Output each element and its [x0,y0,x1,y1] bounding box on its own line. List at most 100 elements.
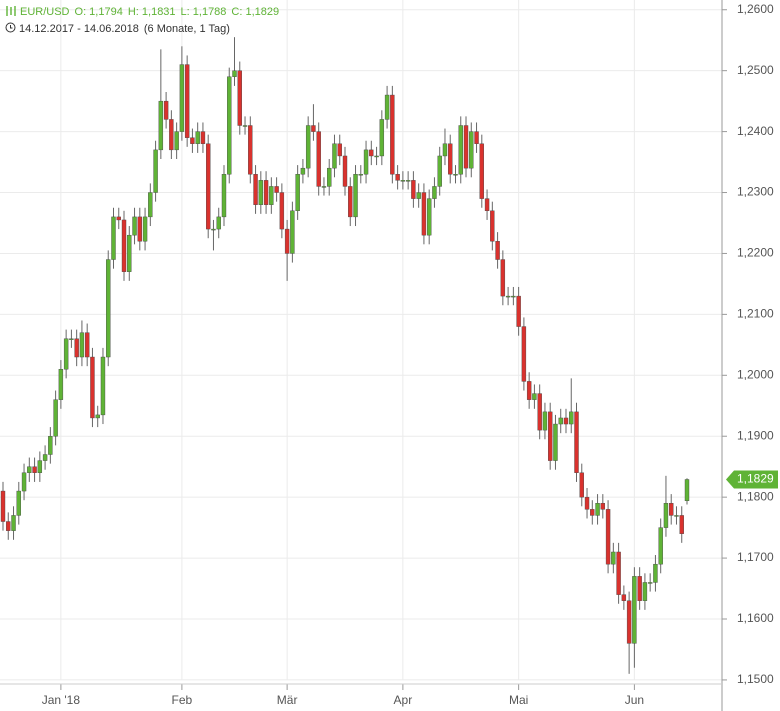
x-tick-label: Jun [625,693,644,707]
candle-body [127,234,132,272]
candle-body [505,295,511,298]
candle-body [384,94,390,120]
candle-body [48,436,53,455]
candle-body [211,228,216,231]
candle-body [605,509,611,565]
open: O: 1,1794 [74,6,123,18]
candle-body [432,186,437,199]
y-tick-label: 1,2500 [737,63,774,77]
candle-body [421,192,427,236]
candle-body [647,582,653,584]
span: (6 Monate, 1 Tag) [143,23,230,35]
last-price-label: 1,1829 [737,472,774,486]
candle-body [0,490,6,522]
candle-body [637,576,642,601]
candle-body [90,356,95,419]
candle-body [6,521,11,531]
candle-body [11,515,16,531]
candle-body [479,143,484,199]
candle-body [642,582,648,601]
candle-body [342,155,348,187]
candle-body [42,454,48,461]
candle-body [37,460,43,473]
candle-body [79,332,85,358]
y-tick-label: 1,2000 [737,367,774,381]
candle-body [584,496,590,510]
candle-body [305,125,311,169]
candle-body [537,393,542,431]
candle-body [269,186,274,205]
candle-body [137,216,143,242]
candle-body [674,515,679,517]
candle-body [27,466,32,473]
candle-body [195,131,200,144]
candle-body [327,167,332,187]
candle-body [348,186,353,218]
candle-body [484,198,490,212]
candle-body [148,192,153,218]
quote-line: EUR/USD O: 1,1794 H: 1,1831 L: 1,1788 C: 1,1… [5,4,284,21]
candle-body [300,167,306,175]
candle-body [442,143,448,157]
candle-body [263,180,269,205]
x-tick-label: Jan '18 [42,693,81,707]
candle-body [590,509,595,516]
candle-body [221,174,227,218]
candle-body [258,180,264,205]
candle-body [553,423,558,461]
y-tick-label: 1,2200 [737,246,774,260]
candle-body [111,216,116,260]
candle-body [463,125,469,169]
candle-body [237,70,242,126]
candle-body [21,472,27,492]
candle-body [311,125,316,132]
candle-body [500,259,506,297]
candle-body [458,125,463,175]
candle-body [616,551,621,595]
x-tick-label: Mai [509,693,528,707]
y-tick-label: 1,1700 [737,550,774,564]
candle-body [621,594,627,601]
candle-body [205,143,211,230]
candle-body [663,503,669,528]
candle-body [474,131,479,144]
x-tick-label: Apr [394,693,413,707]
candle-body [600,503,606,510]
candle-body [511,295,516,298]
candle-body [390,94,395,175]
candle-body [448,143,453,175]
candle-body [32,466,37,473]
y-tick-label: 1,2600 [737,2,774,16]
candle-body [358,174,363,176]
candle-body [84,332,90,358]
candle-body [16,490,21,516]
candle-body [169,119,174,151]
candle-body [232,70,237,77]
y-tick-label: 1,1900 [737,428,774,442]
candle-body [611,551,616,565]
candle-body [405,180,411,182]
candle-body [569,411,574,425]
candle-body [558,417,563,425]
clock-icon [5,22,16,33]
candle-body [548,411,553,461]
candle-body [379,119,385,157]
candle-body [316,131,321,187]
candle-body [295,174,300,212]
x-tick-label: Feb [172,693,193,707]
candle-body [284,228,290,254]
candle-body [116,216,121,221]
candle-body [227,76,232,175]
candle-body [374,155,379,158]
candle-body [400,180,406,182]
y-tick-label: 1,2400 [737,124,774,138]
date-range: 14.12.2017 - 14.06.2018 [19,23,139,35]
header: EUR/USD O: 1,1794 H: 1,1831 L: 1,1788 C: 1,1… [5,4,284,38]
candle-body [253,174,258,205]
candle-body [563,417,569,425]
close: C: 1,1829 [231,6,280,18]
candle-body [516,295,521,327]
candle-body [416,192,421,199]
